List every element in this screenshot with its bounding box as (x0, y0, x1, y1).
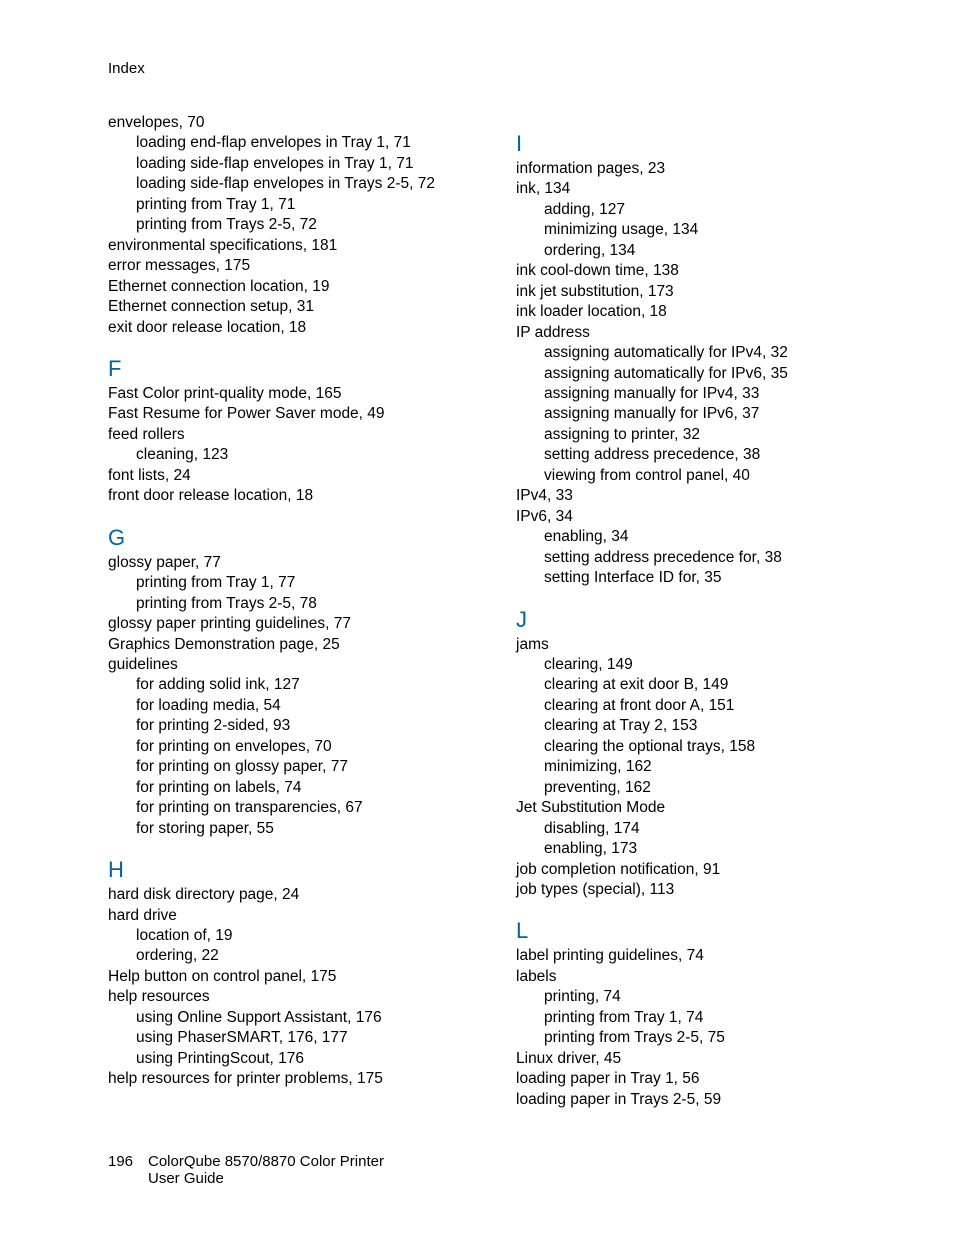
page-footer: 196 ColorQube 8570/8870 Color Printer Us… (108, 1153, 384, 1187)
index-entry: printing from Tray 1, 71 (108, 195, 478, 215)
section-letter: I (516, 131, 886, 157)
index-entry: help resources for printer problems, 175 (108, 1069, 478, 1089)
index-entry: Ethernet connection location, 19 (108, 277, 478, 297)
index-entry: glossy paper printing guidelines, 77 (108, 614, 478, 634)
index-entry: hard disk directory page, 24 (108, 885, 478, 905)
index-columns: envelopes, 70loading end-flap envelopes … (108, 113, 954, 1110)
index-entry: preventing, 162 (516, 778, 886, 798)
index-entry: ink jet substitution, 173 (516, 282, 886, 302)
index-entry: environmental specifications, 181 (108, 236, 478, 256)
page-number: 196 (108, 1153, 148, 1170)
index-entry: ink, 134 (516, 179, 886, 199)
index-entry: setting address precedence, 38 (516, 445, 886, 465)
index-entry: location of, 19 (108, 926, 478, 946)
index-entry: for storing paper, 55 (108, 819, 478, 839)
index-entry: IP address (516, 323, 886, 343)
index-entry: for loading media, 54 (108, 696, 478, 716)
index-entry: printing from Trays 2-5, 75 (516, 1028, 886, 1048)
index-entry: ordering, 134 (516, 241, 886, 261)
index-entry: adding, 127 (516, 200, 886, 220)
index-entry: for printing on labels, 74 (108, 778, 478, 798)
index-entry: IPv6, 34 (516, 507, 886, 527)
footer-subtitle: User Guide (148, 1170, 224, 1187)
index-entry: loading end-flap envelopes in Tray 1, 71 (108, 133, 478, 153)
index-entry: Graphics Demonstration page, 25 (108, 635, 478, 655)
index-entry: for printing on glossy paper, 77 (108, 757, 478, 777)
index-entry: enabling, 173 (516, 839, 886, 859)
index-entry: clearing the optional trays, 158 (516, 737, 886, 757)
index-entry: printing from Tray 1, 74 (516, 1008, 886, 1028)
index-entry: help resources (108, 987, 478, 1007)
index-entry: ink loader location, 18 (516, 302, 886, 322)
index-entry: cleaning, 123 (108, 445, 478, 465)
index-entry: loading paper in Tray 1, 56 (516, 1069, 886, 1089)
index-entry: setting address precedence for, 38 (516, 548, 886, 568)
index-entry: printing from Tray 1, 77 (108, 573, 478, 593)
index-entry: loading side-flap envelopes in Tray 1, 7… (108, 154, 478, 174)
index-entry: IPv4, 33 (516, 486, 886, 506)
index-entry: ink cool-down time, 138 (516, 261, 886, 281)
index-entry: jams (516, 635, 886, 655)
section-letter: G (108, 525, 478, 551)
index-entry: job completion notification, 91 (516, 860, 886, 880)
index-entry: assigning manually for IPv6, 37 (516, 404, 886, 424)
index-entry: minimizing usage, 134 (516, 220, 886, 240)
index-entry: Help button on control panel, 175 (108, 967, 478, 987)
index-entry: label printing guidelines, 74 (516, 946, 886, 966)
index-entry: assigning to printer, 32 (516, 425, 886, 445)
index-entry: clearing at exit door B, 149 (516, 675, 886, 695)
index-entry: viewing from control panel, 40 (516, 466, 886, 486)
footer-title: ColorQube 8570/8870 Color Printer (148, 1153, 384, 1170)
index-entry: hard drive (108, 906, 478, 926)
index-entry: for printing on envelopes, 70 (108, 737, 478, 757)
index-entry: enabling, 34 (516, 527, 886, 547)
page-header: Index (108, 60, 954, 77)
index-entry: for printing 2-sided, 93 (108, 716, 478, 736)
index-entry: disabling, 174 (516, 819, 886, 839)
index-entry: loading paper in Trays 2-5, 59 (516, 1090, 886, 1110)
index-entry: Ethernet connection setup, 31 (108, 297, 478, 317)
right-column: Iinformation pages, 23ink, 134adding, 12… (516, 113, 886, 1110)
index-entry: assigning automatically for IPv4, 32 (516, 343, 886, 363)
section-letter: F (108, 356, 478, 382)
index-entry: for adding solid ink, 127 (108, 675, 478, 695)
index-page: Index envelopes, 70loading end-flap enve… (0, 0, 954, 1235)
index-entry: printing from Trays 2-5, 78 (108, 594, 478, 614)
index-entry: front door release location, 18 (108, 486, 478, 506)
index-entry: font lists, 24 (108, 466, 478, 486)
index-entry: exit door release location, 18 (108, 318, 478, 338)
index-entry: Linux driver, 45 (516, 1049, 886, 1069)
section-letter: H (108, 857, 478, 883)
index-entry: using PhaserSMART, 176, 177 (108, 1028, 478, 1048)
index-entry: assigning automatically for IPv6, 35 (516, 364, 886, 384)
section-letter: L (516, 918, 886, 944)
index-entry: loading side-flap envelopes in Trays 2-5… (108, 174, 478, 194)
index-entry: Fast Resume for Power Saver mode, 49 (108, 404, 478, 424)
index-entry: Fast Color print-quality mode, 165 (108, 384, 478, 404)
index-entry: glossy paper, 77 (108, 553, 478, 573)
index-entry: labels (516, 967, 886, 987)
index-entry: Jet Substitution Mode (516, 798, 886, 818)
index-entry: minimizing, 162 (516, 757, 886, 777)
index-entry: printing from Trays 2-5, 72 (108, 215, 478, 235)
index-entry: clearing at Tray 2, 153 (516, 716, 886, 736)
index-entry: clearing, 149 (516, 655, 886, 675)
index-entry: envelopes, 70 (108, 113, 478, 133)
index-entry: information pages, 23 (516, 159, 886, 179)
index-entry: printing, 74 (516, 987, 886, 1007)
index-entry: guidelines (108, 655, 478, 675)
index-entry: assigning manually for IPv4, 33 (516, 384, 886, 404)
index-entry: using PrintingScout, 176 (108, 1049, 478, 1069)
index-entry: feed rollers (108, 425, 478, 445)
index-entry: ordering, 22 (108, 946, 478, 966)
index-entry: error messages, 175 (108, 256, 478, 276)
index-entry: clearing at front door A, 151 (516, 696, 886, 716)
index-entry: for printing on transparencies, 67 (108, 798, 478, 818)
left-column: envelopes, 70loading end-flap envelopes … (108, 113, 478, 1110)
index-entry: setting Interface ID for, 35 (516, 568, 886, 588)
index-entry: job types (special), 113 (516, 880, 886, 900)
section-letter: J (516, 607, 886, 633)
index-entry: using Online Support Assistant, 176 (108, 1008, 478, 1028)
